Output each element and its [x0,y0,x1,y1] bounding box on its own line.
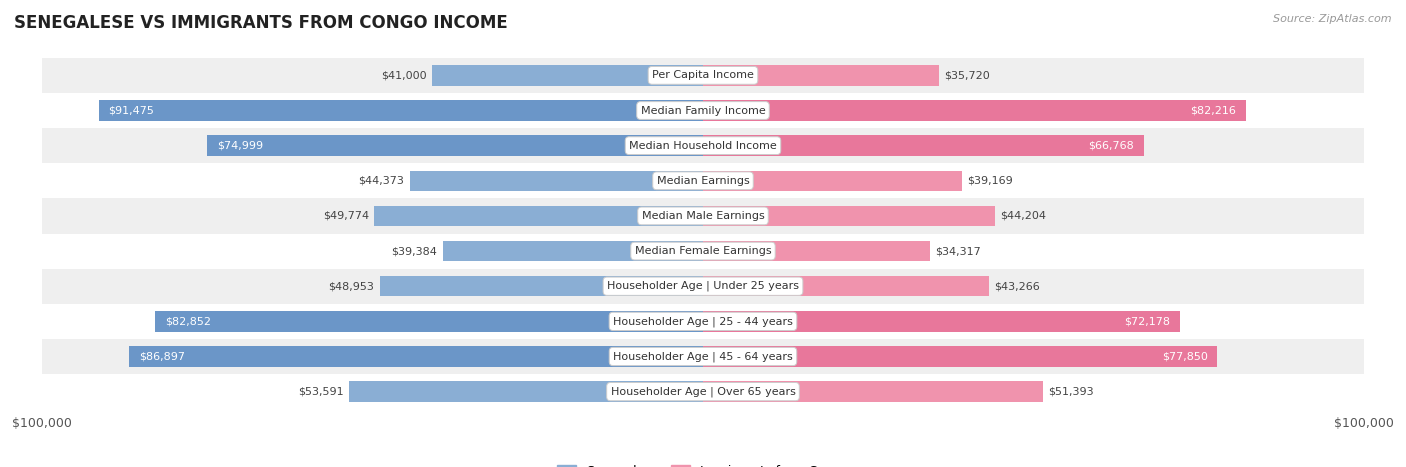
Text: Median Female Earnings: Median Female Earnings [634,246,772,256]
Text: $82,216: $82,216 [1191,106,1236,115]
Text: $51,393: $51,393 [1047,387,1094,396]
Text: Householder Age | Under 25 years: Householder Age | Under 25 years [607,281,799,291]
Bar [42,198,1364,234]
Bar [42,58,1364,93]
Bar [156,311,703,332]
Bar [374,206,703,226]
Text: SENEGALESE VS IMMIGRANTS FROM CONGO INCOME: SENEGALESE VS IMMIGRANTS FROM CONGO INCO… [14,14,508,32]
Text: Householder Age | Over 65 years: Householder Age | Over 65 years [610,386,796,397]
Text: $86,897: $86,897 [139,352,184,361]
Text: $35,720: $35,720 [945,71,990,80]
Bar [703,311,1180,332]
Text: Householder Age | 25 - 44 years: Householder Age | 25 - 44 years [613,316,793,326]
Bar [42,339,1364,374]
Bar [380,276,703,297]
Text: $44,373: $44,373 [359,176,405,186]
Bar [42,163,1364,198]
Text: $72,178: $72,178 [1123,316,1170,326]
Bar [703,347,1218,367]
Text: $49,774: $49,774 [322,211,368,221]
Bar [42,269,1364,304]
Bar [42,234,1364,269]
Text: $39,384: $39,384 [392,246,437,256]
Text: $43,266: $43,266 [994,281,1040,291]
Text: Median Family Income: Median Family Income [641,106,765,115]
Text: Median Household Income: Median Household Income [628,141,778,151]
Text: Median Earnings: Median Earnings [657,176,749,186]
Text: Householder Age | 45 - 64 years: Householder Age | 45 - 64 years [613,351,793,362]
Bar [42,374,1364,409]
Text: $48,953: $48,953 [329,281,374,291]
Text: $44,204: $44,204 [1001,211,1046,221]
Bar [703,100,1246,120]
Bar [703,170,962,191]
Bar [703,65,939,85]
Text: $53,591: $53,591 [298,387,343,396]
Bar [703,241,929,261]
Bar [208,135,703,156]
Bar [443,241,703,261]
Bar [42,93,1364,128]
Text: Median Male Earnings: Median Male Earnings [641,211,765,221]
Bar [703,276,988,297]
Bar [409,170,703,191]
Text: $39,169: $39,169 [967,176,1012,186]
Text: $34,317: $34,317 [935,246,981,256]
Bar [98,100,703,120]
Bar [42,128,1364,163]
Bar [349,382,703,402]
Text: Source: ZipAtlas.com: Source: ZipAtlas.com [1274,14,1392,24]
Text: $77,850: $77,850 [1161,352,1208,361]
Bar [703,206,995,226]
Bar [42,304,1364,339]
Legend: Senegalese, Immigrants from Congo: Senegalese, Immigrants from Congo [553,460,853,467]
Text: $82,852: $82,852 [166,316,211,326]
Bar [432,65,703,85]
Text: $41,000: $41,000 [381,71,427,80]
Bar [129,347,703,367]
Bar [703,382,1043,402]
Bar [703,135,1144,156]
Text: $74,999: $74,999 [218,141,263,151]
Text: Per Capita Income: Per Capita Income [652,71,754,80]
Text: $91,475: $91,475 [108,106,155,115]
Text: $66,768: $66,768 [1088,141,1135,151]
